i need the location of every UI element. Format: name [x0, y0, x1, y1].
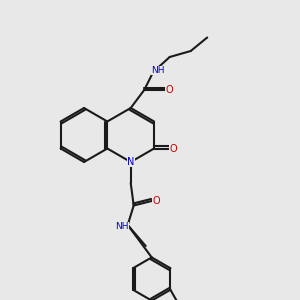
- Text: O: O: [152, 196, 160, 206]
- Text: NH: NH: [151, 66, 164, 75]
- Text: N: N: [127, 157, 134, 167]
- Text: O: O: [170, 143, 177, 154]
- Text: O: O: [166, 85, 173, 95]
- Text: NH: NH: [115, 222, 128, 231]
